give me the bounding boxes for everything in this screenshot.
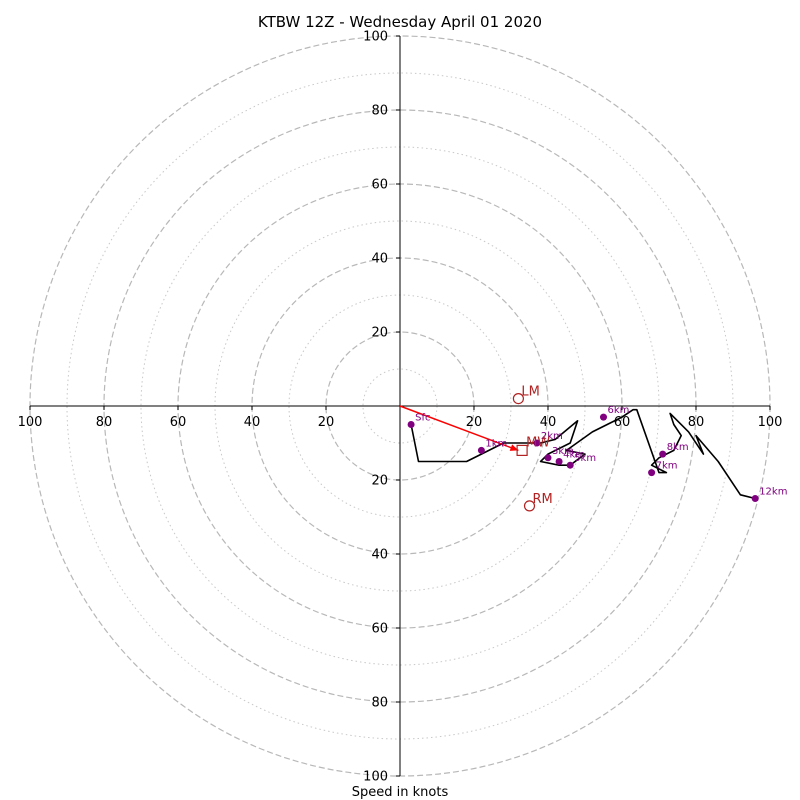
height-marker-label: 4km — [563, 450, 585, 461]
left-mover-marker — [512, 393, 525, 405]
y-tick-label: 20 — [371, 474, 388, 489]
x-axis-label: Speed in knots — [352, 785, 449, 800]
y-tick-label: 100 — [363, 30, 388, 45]
chart-title: KTBW 12Z - Wednesday April 01 2020 — [258, 13, 542, 31]
x-tick-label: 100 — [18, 415, 43, 430]
height-marker — [555, 458, 563, 465]
height-marker-label: Sfc — [415, 413, 430, 424]
height-marker-label: 2km — [541, 431, 563, 442]
height-marker — [533, 439, 541, 447]
height-marker-label: 5km — [574, 453, 596, 464]
left-mover-label: LM — [521, 385, 539, 400]
height-marker — [659, 450, 667, 458]
height-marker-label: 1km — [485, 438, 507, 449]
height-marker — [407, 421, 415, 428]
height-marker-label: 8km — [667, 442, 689, 453]
x-tick-label: 60 — [170, 415, 187, 430]
height-marker-label: 7km — [656, 461, 678, 472]
x-tick-label: 20 — [466, 415, 483, 430]
mean-wind-label: MW — [526, 435, 550, 450]
y-tick-label: 40 — [371, 548, 388, 563]
shear-vector-arrowhead — [509, 444, 519, 451]
x-tick-label: 80 — [96, 415, 113, 430]
height-marker — [648, 469, 656, 477]
shear-vector — [399, 405, 519, 452]
y-tick-label: 60 — [371, 178, 388, 193]
y-tick-label: 80 — [371, 696, 388, 711]
height-marker — [477, 446, 485, 454]
y-tick-label: 60 — [371, 622, 388, 637]
right-mover-label: RM — [533, 492, 553, 507]
hodograph-line — [410, 408, 756, 500]
y-tick-label: 100 — [363, 770, 388, 785]
y-tick-label: 20 — [371, 326, 388, 341]
height-marker — [544, 454, 552, 462]
axis-ticks: 100 80 60 40 20 20 40 60 80 100100806040202040608… — [18, 30, 783, 785]
y-tick-label: 80 — [371, 104, 388, 119]
mean-wind-marker — [516, 444, 528, 456]
x-tick-label: 40 — [244, 415, 261, 430]
height-marker-label: 6km — [608, 405, 630, 416]
height-marker-label: 12km — [759, 487, 787, 498]
x-tick-label: 20 — [318, 415, 335, 430]
height-marker — [600, 413, 607, 421]
height-marker-label: 3km — [552, 446, 574, 457]
y-tick-label: 40 — [371, 252, 388, 267]
x-tick-label: 40 — [540, 415, 557, 430]
x-tick-label: 80 — [688, 415, 705, 430]
x-tick-label: 100 — [758, 415, 783, 430]
height-marker — [751, 495, 759, 502]
height-marker — [566, 461, 574, 469]
right-mover-marker — [523, 500, 536, 512]
